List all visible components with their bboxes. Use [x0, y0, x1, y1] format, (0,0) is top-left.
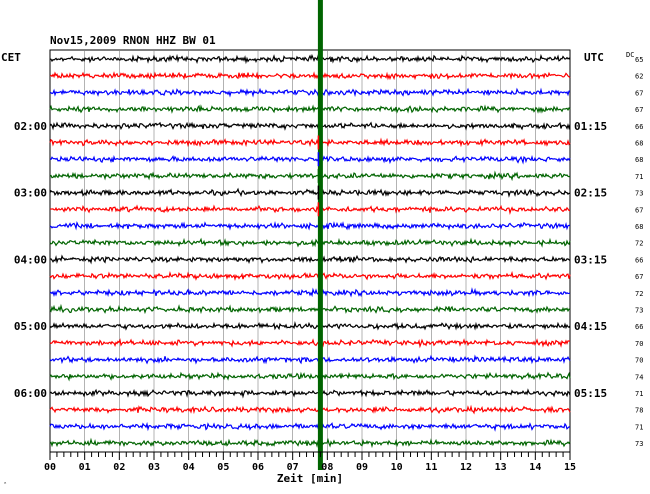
cet-time-label: 05:00	[14, 320, 47, 333]
x-tick-label: 08	[321, 462, 333, 473]
dc-value: 66	[635, 256, 643, 264]
utc-time-label: 02:15	[574, 187, 607, 200]
trace-line	[49, 421, 571, 432]
dc-header-label: DC	[626, 51, 634, 59]
trace-line	[49, 354, 571, 365]
cet-time-label: 04:00	[14, 253, 47, 266]
x-tick-label: 06	[252, 462, 264, 473]
trace-line	[49, 388, 571, 399]
x-tick-label: 12	[460, 462, 472, 473]
x-tick-label: 10	[391, 462, 403, 473]
dc-value: 74	[635, 373, 643, 381]
corner-mark: ˆ	[3, 482, 7, 490]
trace-line	[49, 220, 571, 231]
dc-value: 67	[635, 273, 643, 281]
x-tick-label: 13	[495, 462, 507, 473]
trace-line	[49, 338, 571, 349]
x-tick-label: 09	[356, 462, 368, 473]
dc-value: 67	[635, 89, 643, 97]
trace-line	[49, 237, 571, 248]
utc-time-label: 03:15	[574, 253, 607, 266]
dc-value: 70	[635, 357, 643, 365]
trace-line	[49, 71, 571, 81]
dc-value: 73	[635, 307, 643, 315]
dc-value: 71	[635, 423, 643, 431]
trace-line	[49, 270, 571, 281]
x-axis: 00 01 02 03 04 05 06 07 08 09 10 11 12 13 14 15	[44, 451, 576, 473]
trace-line	[49, 121, 571, 131]
trace-line	[49, 303, 571, 315]
dc-value: 67	[635, 106, 643, 114]
cet-label: CET	[1, 51, 21, 64]
x-axis-label: Zeit [min]	[277, 472, 343, 485]
x-tick-label: 07	[287, 462, 299, 473]
trace-line	[49, 404, 571, 415]
event-marker	[317, 0, 323, 470]
dc-value: 68	[635, 140, 643, 148]
x-tick-label: 01	[79, 462, 91, 473]
x-tick-label: 03	[148, 462, 160, 473]
dc-value: 70	[635, 340, 643, 348]
trace-line	[49, 53, 571, 65]
dc-value: 68	[635, 223, 643, 231]
dc-value: 65	[635, 56, 643, 64]
trace-line	[49, 321, 571, 331]
utc-time-label: 01:15	[574, 120, 607, 133]
trace-line	[49, 371, 571, 382]
utc-label: UTC	[584, 51, 604, 64]
dc-value: 73	[635, 190, 643, 198]
x-tick-label: 11	[425, 462, 437, 473]
dc-value: 71	[635, 173, 643, 181]
trace-line	[49, 437, 571, 449]
time-labels: 02:00 03:00 04:00 05:00 06:00 01:15 02:15 03:15…	[14, 56, 644, 448]
trace-line	[49, 170, 571, 182]
x-tick-label: 15	[564, 462, 576, 473]
dc-value: 67	[635, 206, 643, 214]
trace-line	[49, 104, 571, 114]
trace-line	[49, 87, 571, 98]
x-tick-label: 14	[529, 462, 541, 473]
chart-title: Nov15,2009 RNON HHZ BW 01	[50, 34, 216, 47]
utc-time-label: 04:15	[574, 320, 607, 333]
dc-value: 72	[635, 290, 643, 298]
trace-line	[49, 154, 571, 165]
utc-time-label: 05:15	[574, 387, 607, 400]
trace-line	[49, 287, 571, 298]
dc-value: 78	[635, 407, 643, 415]
cet-time-label: 02:00	[14, 120, 47, 133]
dc-value: 72	[635, 240, 643, 248]
x-tick-label: 04	[183, 462, 195, 473]
dc-value: 66	[635, 123, 643, 131]
trace-line	[49, 137, 571, 148]
x-tick-label: 02	[113, 462, 125, 473]
trace-line	[49, 187, 571, 198]
dc-value: 68	[635, 156, 643, 164]
trace-line	[49, 254, 571, 265]
cet-time-label: 03:00	[14, 187, 47, 200]
dc-value: 62	[635, 73, 643, 81]
trace-line	[49, 204, 571, 216]
dc-value: 71	[635, 390, 643, 398]
x-tick-label: 00	[44, 462, 56, 473]
dc-value: 73	[635, 440, 643, 448]
x-tick-label: 05	[217, 462, 229, 473]
traces	[49, 53, 571, 449]
cet-time-label: 06:00	[14, 387, 47, 400]
dc-value: 66	[635, 323, 643, 331]
